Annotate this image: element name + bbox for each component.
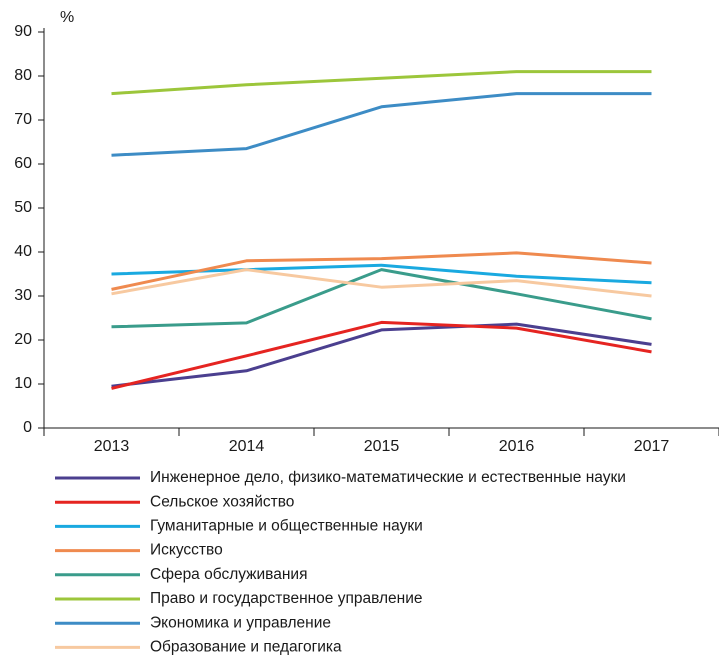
legend-label: Искусство [150, 542, 223, 559]
y-tick-label: 30 [14, 287, 32, 304]
line-series [111, 268, 652, 329]
y-tick-label: 70 [14, 111, 32, 128]
x-tick-label: 2017 [634, 438, 670, 455]
legend-label: Сфера обслуживания [150, 566, 307, 583]
y-tick-label: 60 [14, 155, 32, 172]
legend-label: Образование и педагогика [150, 638, 342, 655]
line-series [111, 70, 652, 96]
legend-label: Инженерное дело, физико-математические и… [150, 469, 626, 486]
x-tick-label: 2016 [499, 438, 535, 455]
line-series [111, 251, 652, 291]
y-tick-label: 0 [23, 419, 32, 436]
y-tick-label: 10 [14, 375, 32, 392]
line-series [111, 320, 652, 390]
legend-label: Право и государственное управление [150, 590, 423, 607]
legend-label: Экономика и управление [150, 614, 331, 631]
line-series [111, 268, 652, 298]
x-tick-label: 2014 [229, 438, 265, 455]
x-tick-label: 2015 [364, 438, 400, 455]
y-tick-label: 90 [14, 23, 32, 40]
line-series [111, 322, 652, 388]
line-series [111, 92, 652, 157]
y-tick-label: 40 [14, 243, 32, 260]
y-tick-label: 20 [14, 331, 32, 348]
y-tick-label: 80 [14, 67, 32, 84]
x-tick-label: 2013 [94, 438, 130, 455]
legend-label: Гуманитарные и общественные науки [150, 517, 423, 534]
legend-label: Сельское хозяйство [150, 493, 294, 510]
y-axis-label: % [60, 9, 74, 26]
y-tick-label: 50 [14, 199, 32, 216]
